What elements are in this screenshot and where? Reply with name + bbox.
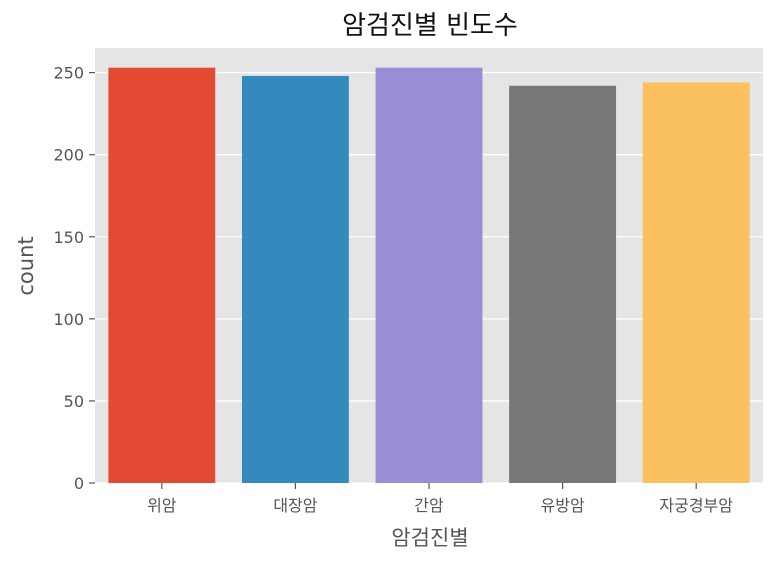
y-tick-label: 250 xyxy=(53,64,84,83)
chart-title: 암검진별 빈도수 xyxy=(342,11,518,41)
x-tick-label: 간암 xyxy=(414,496,444,515)
bars xyxy=(108,67,750,484)
bar-3 xyxy=(509,85,617,484)
bar-4 xyxy=(642,82,750,484)
y-tick-label: 50 xyxy=(64,392,84,411)
x-tick-label: 위암 xyxy=(147,496,177,515)
y-tick-label: 150 xyxy=(53,228,84,247)
bar-1 xyxy=(241,75,349,483)
x-tick-label: 대장암 xyxy=(273,496,317,515)
y-tick-label: 100 xyxy=(53,310,84,329)
x-axis-label: 암검진별 xyxy=(391,526,468,550)
bar-0 xyxy=(108,67,216,483)
x-tick-label: 자궁경부암 xyxy=(659,496,733,515)
y-axis-ticks: 0 50 100 150 200 250 xyxy=(53,64,95,493)
y-axis-label: count xyxy=(14,236,38,295)
bar-2 xyxy=(375,67,483,483)
x-axis-ticks: 위암 대장암 간암 유방암 자궁경부암 xyxy=(147,483,733,515)
y-tick-label: 0 xyxy=(74,474,84,493)
x-tick-label: 유방암 xyxy=(541,496,585,515)
y-tick-label: 200 xyxy=(53,146,84,165)
